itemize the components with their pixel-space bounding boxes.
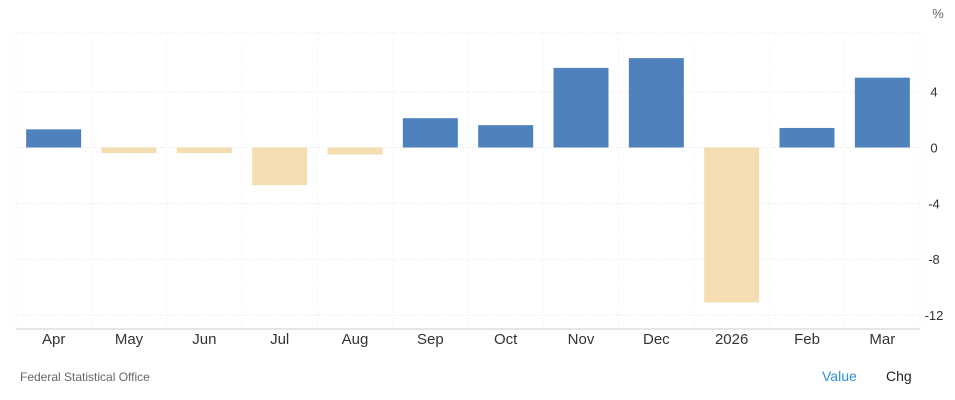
x-tick-label: Feb [794,331,820,348]
x-tick-label: Jul [270,331,289,348]
bar[interactable] [252,147,308,186]
bar[interactable] [26,129,82,148]
bar[interactable] [327,147,383,155]
x-tick-label: May [115,331,144,348]
y-tick-label: -12 [925,308,944,323]
y-tick-label: 4 [930,85,937,100]
x-tick-label: Nov [568,331,595,348]
tab-value[interactable]: Value [822,368,857,384]
grid-lines [15,32,921,329]
x-tick-label: Dec [643,331,670,348]
x-tick-label: Oct [494,331,518,348]
bar[interactable] [478,125,534,148]
y-tick-label: -4 [928,196,940,211]
x-tick-label: 2026 [715,331,748,348]
bar[interactable] [402,118,458,148]
x-tick-label: Jun [192,331,216,348]
bar[interactable] [553,67,609,148]
axes: 4 0 -4 -8 -12 Apr May Jun Jul Aug Sep Oct Nov Dec 2026… [16,85,943,348]
bar[interactable] [101,147,157,154]
bar[interactable] [628,58,684,148]
x-tick-label: Sep [417,331,444,348]
y-tick-label: 0 [930,140,937,155]
y-unit-label: % [932,6,944,21]
source-label: Federal Statistical Office [20,370,150,384]
y-tick-label: -8 [928,252,940,267]
bar[interactable] [704,147,760,303]
bars [26,58,910,303]
x-tick-label: Aug [342,331,369,348]
bar-chart: 4 0 -4 -8 -12 Apr May Jun Jul Aug Sep Oct Nov Dec 2026… [15,6,944,348]
x-tick-label: Mar [869,331,895,348]
bar[interactable] [779,127,835,148]
bar[interactable] [854,77,910,148]
bar[interactable] [176,147,232,154]
footer: Federal Statistical Office Value Chg [0,360,955,390]
tab-chg[interactable]: Chg [886,368,912,384]
x-tick-label: Apr [42,331,65,348]
